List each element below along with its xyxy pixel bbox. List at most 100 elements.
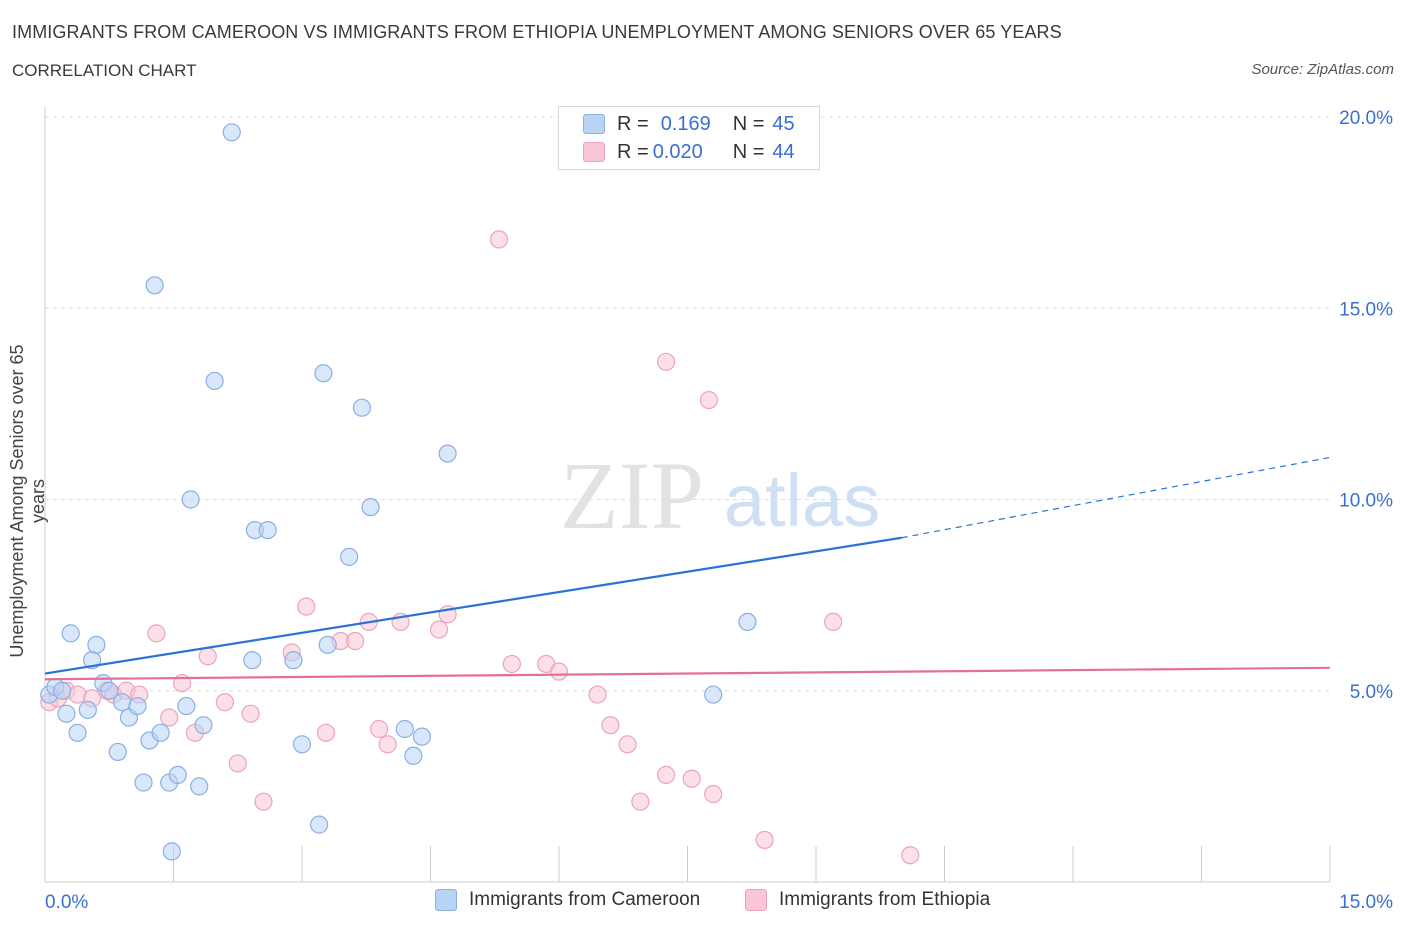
data-point-cameroon — [258, 520, 277, 540]
data-point-cameroon — [87, 635, 106, 654]
data-point-cameroon — [318, 635, 337, 654]
y-tick-label: 15.0% — [1339, 299, 1393, 320]
data-point-cameroon — [243, 651, 262, 670]
data-point-ethiopia — [601, 716, 620, 735]
tick-labels: 5.0% 10.0% 15.0% 20.0% 0.0% 15.0% — [45, 108, 1393, 913]
chart-subtitle: CORRELATION CHART — [12, 61, 197, 80]
data-point-cameroon — [314, 364, 333, 383]
data-point-ethiopia — [699, 390, 719, 410]
data-point-ethiopia — [901, 846, 920, 865]
data-point-cameroon — [128, 696, 147, 716]
bottom-legend-label-ethiopia: Immigrants from Ethiopia — [779, 889, 991, 910]
trend-line-cameroon-extension — [901, 456, 1331, 539]
data-point-ethiopia — [656, 765, 676, 785]
data-point-cameroon — [194, 716, 213, 735]
y-axis-label: Unemployment Among Seniors over 65 years — [7, 344, 48, 658]
data-point-cameroon — [53, 681, 72, 700]
legend-r-label: R = — [617, 140, 649, 163]
data-point-ethiopia — [656, 352, 676, 371]
bottom-legend-swatch-cameroon — [435, 889, 457, 911]
data-point-cameroon — [395, 719, 414, 739]
legend-swatch-cameroon — [583, 114, 605, 134]
data-point-ethiopia — [378, 735, 397, 754]
data-point-ethiopia — [588, 685, 607, 704]
data-point-cameroon — [57, 704, 76, 723]
legend-swatch-ethiopia — [583, 142, 605, 162]
data-point-cameroon — [404, 746, 423, 765]
data-point-ethiopia — [228, 754, 247, 773]
data-point-ethiopia — [704, 784, 723, 804]
data-point-cameroon — [68, 723, 87, 742]
data-point-cameroon — [352, 398, 372, 417]
legend-r-label: R = — [617, 112, 649, 135]
bottom-legend-cameroon: Immigrants from Cameroon — [435, 889, 700, 911]
data-point-cameroon — [310, 815, 329, 834]
data-point-ethiopia — [631, 792, 650, 811]
data-point-ethiopia — [215, 693, 234, 712]
data-point-ethiopia — [160, 708, 179, 727]
bottom-legend-ethiopia: Immigrants from Ethiopia — [745, 889, 990, 911]
data-point-ethiopia — [297, 597, 316, 616]
trend-line-cameroon — [44, 536, 902, 675]
x-tick-label: 15.0% — [1339, 892, 1393, 913]
chart-title: IMMIGRANTS FROM CAMEROON VS IMMIGRANTS F… — [12, 22, 1062, 42]
legend-row-cameroon: R = 0.169 N = 45 — [583, 111, 795, 137]
data-point-cameroon — [361, 498, 380, 517]
data-point-ethiopia — [755, 830, 774, 850]
series-cameroon-points — [40, 123, 757, 861]
data-point-cameroon — [704, 685, 723, 704]
legend-n-value-ethiopia: 44 — [772, 140, 795, 163]
data-point-cameroon — [181, 490, 200, 509]
y-tick-label: 5.0% — [1350, 682, 1393, 703]
data-point-cameroon — [412, 727, 432, 746]
data-point-cameroon — [205, 371, 224, 391]
legend-row-ethiopia: R = 0.020 N = 44 — [583, 139, 795, 165]
data-point-cameroon — [168, 765, 187, 785]
data-point-cameroon — [177, 696, 196, 716]
axes — [44, 107, 1331, 883]
data-point-ethiopia — [618, 735, 637, 754]
data-point-cameroon — [222, 123, 241, 142]
data-point-cameroon — [162, 842, 181, 861]
data-point-ethiopia — [429, 620, 449, 639]
data-point-ethiopia — [316, 723, 336, 742]
watermark: ZIP atlas — [560, 442, 880, 549]
data-point-ethiopia — [254, 792, 273, 811]
data-point-cameroon — [112, 693, 132, 712]
x-tick-label: 0.0% — [45, 892, 88, 913]
data-point-cameroon — [108, 742, 127, 762]
data-point-cameroon — [145, 276, 164, 295]
data-point-cameroon — [284, 651, 303, 670]
data-point-cameroon — [100, 681, 119, 700]
data-point-cameroon — [78, 700, 97, 719]
data-point-cameroon — [61, 624, 80, 643]
data-point-ethiopia — [370, 719, 389, 739]
data-point-ethiopia — [549, 662, 569, 681]
trend-lines — [44, 456, 1331, 681]
data-point-cameroon — [738, 612, 757, 632]
bottom-legend-label-cameroon: Immigrants from Cameroon — [469, 889, 701, 910]
data-point-cameroon — [292, 735, 312, 754]
y-tick-label: 10.0% — [1339, 491, 1393, 512]
legend-r-value-cameroon: 0.169 — [660, 112, 711, 135]
legend-n-label: N = — [732, 140, 765, 163]
bottom-legend-swatch-ethiopia — [745, 889, 767, 911]
watermark-atlas: atlas — [724, 459, 880, 542]
legend-n-label: N = — [732, 112, 765, 135]
data-point-cameroon — [190, 777, 209, 796]
data-point-cameroon — [134, 773, 153, 792]
data-point-ethiopia — [198, 647, 217, 666]
data-point-ethiopia — [682, 769, 701, 788]
series-ethiopia-points — [40, 230, 920, 865]
stats-legend: R = 0.169 N = 45 R = 0.020 N = 44 — [558, 106, 820, 170]
data-point-ethiopia — [489, 230, 509, 249]
data-point-ethiopia — [241, 704, 260, 723]
source-note: Source: ZipAtlas.com — [1251, 61, 1394, 78]
data-point-ethiopia — [346, 631, 365, 651]
data-point-ethiopia — [147, 624, 166, 643]
data-point-cameroon — [151, 723, 170, 742]
data-point-ethiopia — [824, 612, 843, 632]
watermark-zip: ZIP — [560, 442, 704, 549]
grid-lines — [45, 116, 1330, 692]
